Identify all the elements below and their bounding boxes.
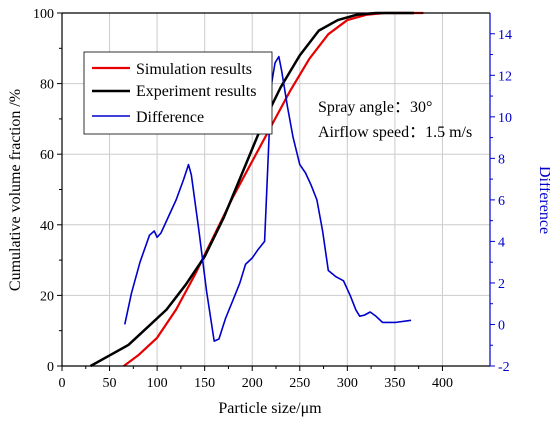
- series-line-difference: [123, 55, 412, 342]
- y2-tick-label: 0: [498, 318, 505, 333]
- legend-label-simulation: Simulation results: [136, 61, 252, 78]
- y-axis-title: Cumulative volume fraction /%: [7, 89, 24, 291]
- y-tick-label: 60: [40, 148, 54, 163]
- y-tick-label: 40: [40, 219, 54, 234]
- axes: [57, 12, 495, 371]
- tick-labels: 0 50 100 150 200 250 300 350 400 0 20 40 60 80 100 -2 0 2…: [33, 7, 512, 391]
- x-tick-label: 50: [103, 376, 117, 391]
- y2-tick-label: 10: [498, 111, 512, 126]
- legend-frame: [83, 51, 273, 135]
- x-tick-label: 250: [289, 376, 310, 391]
- y2-tick-label: 14: [498, 28, 512, 43]
- y2-tick-label: 12: [498, 69, 512, 84]
- y-tick-label: 0: [47, 360, 54, 375]
- y-tick-label: 20: [40, 289, 54, 304]
- y2-tick-label: 8: [498, 152, 505, 167]
- legend-label-difference: Difference: [136, 109, 204, 126]
- x-tick-label: 350: [384, 376, 405, 391]
- y-tick-label: 100: [33, 7, 54, 22]
- x-tick-label: 0: [59, 376, 66, 391]
- x-tick-label: 300: [337, 376, 358, 391]
- x-tick-label: 100: [147, 376, 168, 391]
- y2-axis-title: Difference: [536, 166, 550, 234]
- y2-tick-label: 6: [498, 194, 505, 209]
- annotation-spray-angle: Spray angle：30°: [318, 99, 432, 116]
- y2-tick-label: 4: [498, 235, 505, 250]
- x-axis-title: Particle size/μm: [218, 400, 322, 417]
- annotation-airflow-speed: Airflow speed：1.5 m/s: [318, 124, 472, 141]
- legend-label-experiment: Experiment results: [136, 83, 256, 100]
- x-tick-label: 150: [194, 376, 215, 391]
- series-line-experiment-results: [89, 11, 414, 368]
- x-tick-label: 400: [432, 376, 453, 391]
- legend: Simulation results Experiment results Di…: [83, 51, 273, 135]
- y2-tick-label: -2: [498, 360, 510, 375]
- x-tick-label: 200: [242, 376, 263, 391]
- y2-tick-label: 2: [498, 277, 505, 292]
- y-tick-label: 80: [40, 78, 54, 93]
